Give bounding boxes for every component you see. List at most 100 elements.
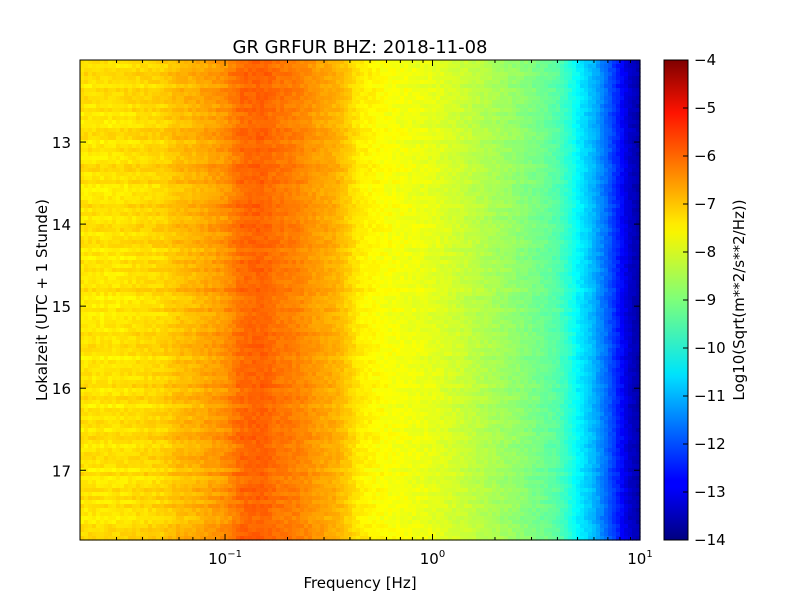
heatmap-cell: [100, 528, 105, 533]
heatmap-cell: [244, 204, 249, 209]
heatmap-cell: [88, 488, 93, 493]
heatmap-cell: [112, 336, 117, 341]
heatmap-cell: [196, 248, 201, 253]
heatmap-cell: [192, 360, 197, 365]
heatmap-cell: [104, 464, 109, 469]
heatmap-cell: [96, 96, 101, 101]
heatmap-cell: [96, 192, 101, 197]
heatmap-cell: [84, 440, 89, 445]
heatmap-cell: [104, 84, 109, 89]
heatmap-cell: [80, 156, 85, 161]
heatmap-cell: [140, 468, 145, 473]
heatmap-cell: [140, 196, 145, 201]
heatmap-cell: [140, 420, 145, 425]
heatmap-cell: [232, 260, 237, 265]
heatmap-cell: [132, 508, 137, 513]
heatmap-cell: [144, 400, 149, 405]
heatmap-cell: [188, 92, 193, 97]
heatmap-cell: [188, 352, 193, 357]
heatmap-cell: [104, 440, 109, 445]
heatmap-cell: [200, 460, 205, 465]
heatmap-cell: [188, 240, 193, 245]
heatmap-cell: [208, 104, 213, 109]
heatmap-cell: [160, 116, 165, 121]
heatmap-cell: [88, 400, 93, 405]
heatmap-cell: [164, 204, 169, 209]
heatmap-cell: [132, 136, 137, 141]
heatmap-cell: [196, 412, 201, 417]
heatmap-cell: [124, 88, 129, 93]
heatmap-cell: [164, 248, 169, 253]
heatmap-cell: [128, 456, 133, 461]
heatmap-cell: [136, 280, 141, 285]
heatmap-cell: [160, 216, 165, 221]
heatmap-cell: [124, 432, 129, 437]
heatmap-cell: [212, 232, 217, 237]
heatmap-cell: [116, 312, 121, 317]
heatmap-cell: [200, 260, 205, 265]
heatmap-cell: [176, 268, 181, 273]
heatmap-cell: [184, 60, 189, 65]
heatmap-cell: [228, 340, 233, 345]
heatmap-cell: [160, 516, 165, 521]
heatmap-cell: [128, 164, 133, 169]
heatmap-cell: [108, 208, 113, 213]
heatmap-cell: [120, 168, 125, 173]
heatmap-cell: [164, 364, 169, 369]
heatmap-cell: [104, 468, 109, 473]
heatmap-cell: [228, 240, 233, 245]
heatmap-cell: [244, 320, 249, 325]
heatmap-cell: [124, 536, 129, 541]
heatmap-cell: [92, 192, 97, 197]
heatmap-cell: [132, 284, 137, 289]
heatmap-cell: [116, 348, 121, 353]
heatmap-cell: [160, 500, 165, 505]
heatmap-cell: [92, 536, 97, 541]
heatmap-cell: [236, 148, 241, 153]
heatmap-cell: [236, 344, 241, 349]
heatmap-cell: [156, 336, 161, 341]
heatmap-cell: [120, 116, 125, 121]
heatmap-cell: [184, 88, 189, 93]
heatmap-cell: [144, 156, 149, 161]
heatmap-cell: [128, 428, 133, 433]
heatmap-cell: [144, 200, 149, 205]
heatmap-cell: [168, 432, 173, 437]
heatmap-cell: [184, 220, 189, 225]
heatmap-cell: [196, 472, 201, 477]
heatmap-cell: [80, 536, 85, 541]
heatmap-cell: [84, 112, 89, 117]
heatmap-cell: [80, 484, 85, 489]
heatmap-cell: [240, 524, 245, 529]
heatmap-cell: [144, 172, 149, 177]
heatmap-cell: [180, 120, 185, 125]
heatmap-cell: [232, 92, 237, 97]
heatmap-cell: [108, 320, 113, 325]
heatmap-cell: [172, 200, 177, 205]
heatmap-cell: [156, 224, 161, 229]
heatmap-cell: [120, 372, 125, 377]
heatmap-cell: [196, 60, 201, 65]
heatmap-cell: [124, 224, 129, 229]
heatmap-cell: [152, 160, 157, 165]
heatmap-cell: [188, 536, 193, 541]
heatmap-cell: [212, 276, 217, 281]
heatmap-cell: [116, 108, 121, 113]
heatmap-cell: [212, 380, 217, 385]
heatmap-cell: [116, 452, 121, 457]
heatmap-cell: [196, 468, 201, 473]
heatmap-cell: [100, 368, 105, 373]
heatmap-cell: [224, 240, 229, 245]
heatmap-cell: [232, 296, 237, 301]
heatmap-cell: [212, 524, 217, 529]
heatmap-cell: [144, 228, 149, 233]
heatmap-cell: [80, 508, 85, 513]
heatmap-cell: [152, 232, 157, 237]
heatmap-cell: [192, 72, 197, 77]
heatmap-cell: [152, 528, 157, 533]
heatmap-cell: [208, 280, 213, 285]
heatmap-cell: [200, 140, 205, 145]
heatmap-cell: [200, 100, 205, 105]
heatmap-cell: [120, 248, 125, 253]
heatmap-cell: [180, 464, 185, 469]
